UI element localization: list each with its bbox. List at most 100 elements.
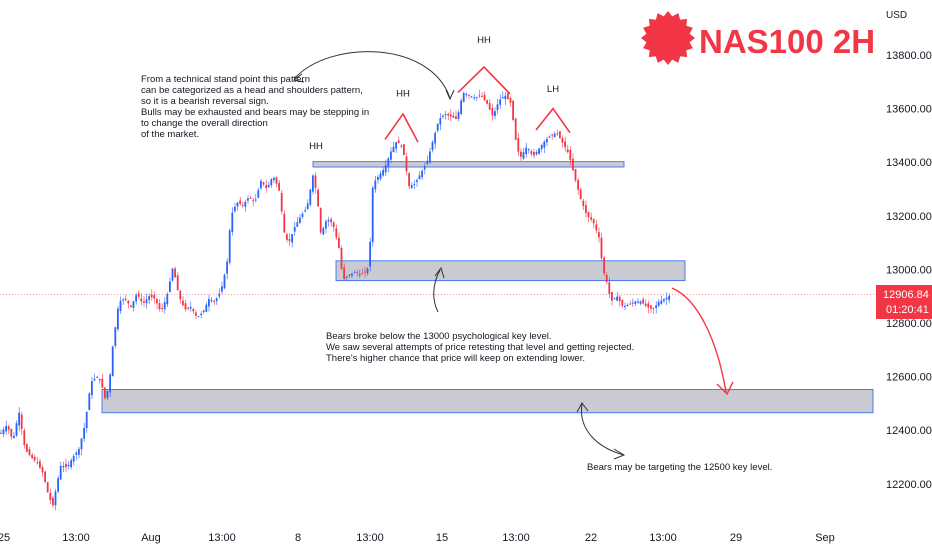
candle-body <box>595 224 598 231</box>
title-text: NAS100 2H <box>699 23 875 60</box>
bottom-note: Bears may be targeting the 12500 key lev… <box>587 462 772 473</box>
candle-body <box>252 200 254 202</box>
candle-body <box>520 151 522 157</box>
candle-body <box>325 221 327 229</box>
price-tick-label: 13200.00 <box>886 211 932 223</box>
candle-body <box>265 185 267 188</box>
candle-body <box>605 275 608 283</box>
candle-body <box>312 175 314 192</box>
candle-body <box>514 118 517 140</box>
candle-body <box>525 147 527 154</box>
candle-body <box>148 296 150 300</box>
price-tick-label: 13600.00 <box>886 104 932 116</box>
candle-body <box>668 295 670 301</box>
candle-body <box>150 294 153 298</box>
price-tick-label: 12200.00 <box>886 479 932 491</box>
candle-body <box>143 301 145 303</box>
candle-body <box>241 204 244 206</box>
candle-body <box>10 428 13 437</box>
candle-body <box>18 412 20 426</box>
candle-body <box>91 381 93 396</box>
candle-body <box>462 92 465 102</box>
candle-body <box>117 308 119 330</box>
candle-body <box>39 461 41 468</box>
candle-body <box>639 301 642 304</box>
candle-body <box>608 282 611 295</box>
candle-body <box>426 160 429 164</box>
candle-body <box>231 212 234 232</box>
candle-body <box>494 111 496 117</box>
candle-body <box>98 378 101 381</box>
candle-body <box>559 131 561 139</box>
candle-body <box>254 199 257 201</box>
candle-body <box>234 206 236 212</box>
candle-body <box>319 208 322 233</box>
price-zones <box>101 161 874 414</box>
candle-body <box>109 374 111 393</box>
candle-body <box>379 173 382 179</box>
pattern-label: LH <box>547 84 559 95</box>
candle-body <box>616 296 618 301</box>
candle-body <box>195 312 197 316</box>
candle-body <box>522 152 525 159</box>
candle-body <box>72 455 75 462</box>
candle-body <box>556 133 559 135</box>
candle-body <box>418 175 421 180</box>
candle-body <box>499 99 501 105</box>
chart-title: NAS100 2H <box>641 11 875 65</box>
candle-body <box>260 180 262 189</box>
candle-body <box>197 316 200 318</box>
candle-body <box>49 492 52 501</box>
candle-body <box>93 378 96 381</box>
middle-note-line: There's higher chance that price will ke… <box>326 353 585 364</box>
candle-body <box>400 145 403 147</box>
curved-arrow-bottom <box>581 403 625 456</box>
candle-body <box>46 482 49 493</box>
candle-body <box>299 217 301 224</box>
candle-body <box>390 151 392 160</box>
candle-body <box>618 296 621 302</box>
time-axis[interactable]: 25 13:00 Aug 13:00 8 13:00 15 13:00 22 13:00 29 Sep <box>0 532 835 544</box>
candle-body <box>457 112 460 120</box>
candle-body <box>483 94 486 101</box>
candle-body <box>296 222 299 227</box>
candle-body <box>327 219 330 222</box>
candle-body <box>546 138 548 143</box>
candle-body <box>132 301 135 308</box>
candle-body <box>286 234 288 240</box>
candle-body <box>478 95 481 97</box>
candle-body <box>223 274 226 289</box>
candle-body <box>218 293 221 297</box>
top-note-line: can be categorized as a head and shoulde… <box>141 85 363 96</box>
candle-body <box>88 393 91 411</box>
candle-body <box>403 144 405 156</box>
zone-resistance-band <box>312 161 625 168</box>
candle-body <box>377 176 379 180</box>
candle-body <box>80 438 83 450</box>
candle-body <box>122 299 124 301</box>
candle-body <box>15 423 18 436</box>
candle-body <box>124 298 127 300</box>
candle-body <box>161 307 163 310</box>
time-tick-label: 13:00 <box>502 532 530 544</box>
candle-body <box>179 290 182 300</box>
candle-body <box>543 141 546 148</box>
candle-body <box>135 295 137 302</box>
candle-body <box>587 212 590 218</box>
candle-body <box>280 193 283 212</box>
top-note-line: so it is a bearish reversal sign. <box>141 96 269 107</box>
curved-arrow-top-head <box>445 89 455 101</box>
candle-body <box>408 173 410 187</box>
time-tick-label: 13:00 <box>356 532 384 544</box>
curved-arrow-middle <box>433 269 441 313</box>
pattern-peak-marker <box>535 107 571 134</box>
time-tick-label: 13:00 <box>62 532 90 544</box>
candle-body <box>345 276 348 278</box>
candle-body <box>579 189 582 200</box>
candle-body <box>215 298 218 302</box>
price-axis[interactable]: USD <box>886 10 907 21</box>
candle-body <box>577 180 579 190</box>
pattern-label: HH <box>477 35 491 46</box>
pattern-markers <box>384 65 571 143</box>
